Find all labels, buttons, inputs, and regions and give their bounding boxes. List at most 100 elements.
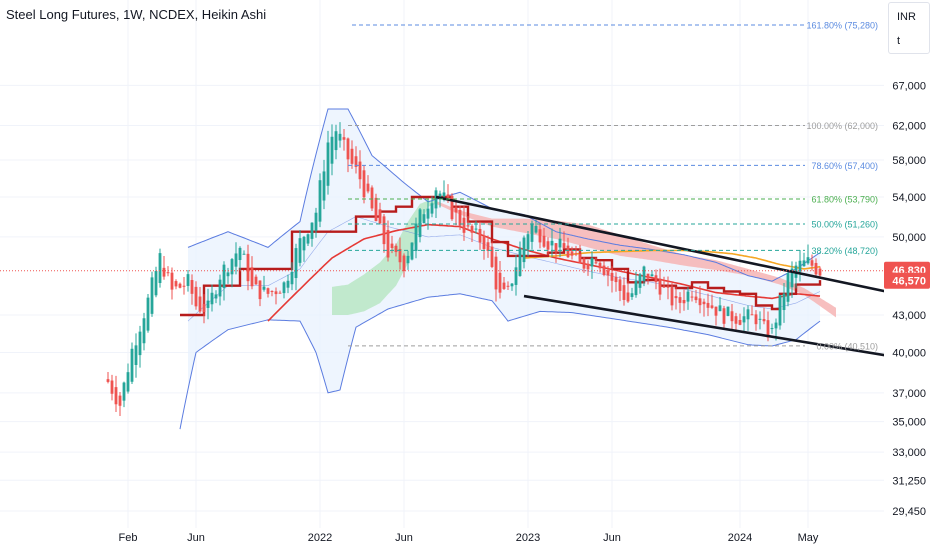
candle-body — [402, 255, 406, 272]
price-tick-2: 58,000 — [892, 155, 926, 167]
candle-body — [670, 286, 674, 306]
candle-body — [786, 273, 790, 302]
candle-body — [474, 228, 478, 230]
time-tick-2: 2022 — [308, 532, 332, 544]
ichimoku-cloud-green — [332, 200, 436, 315]
fib-label-6: 0.00% (40,510) — [816, 341, 878, 351]
price-tick-10: 31,250 — [892, 475, 926, 487]
candle-body — [650, 274, 654, 277]
candle-body — [494, 256, 498, 290]
candle-body — [314, 212, 318, 231]
fib-label-3: 61.80% (53,790) — [811, 195, 878, 205]
candle-body — [370, 187, 374, 209]
candle-body — [718, 305, 722, 312]
candle-body — [158, 253, 162, 284]
candle-body — [114, 387, 118, 405]
time-tick-0: Feb — [119, 532, 138, 544]
candle-body — [810, 260, 814, 266]
candle-body — [366, 183, 370, 192]
candle-body — [294, 248, 298, 279]
candle-body — [778, 295, 782, 326]
candle-body — [282, 282, 286, 294]
chart-title: Steel Long Futures, 1W, NCDEX, Heikin As… — [6, 7, 267, 22]
candle-body — [338, 133, 342, 141]
candle-body — [738, 319, 742, 325]
price-tick-1: 62,000 — [892, 120, 926, 132]
candle-body — [438, 193, 442, 200]
candle-body — [478, 228, 482, 243]
candle-body — [714, 306, 718, 316]
fib-label-0: 161.80% (75,280) — [806, 20, 878, 30]
candle-body — [746, 309, 750, 320]
price-tick-9: 33,000 — [892, 447, 926, 459]
candle-body — [450, 195, 454, 220]
candle-body — [642, 266, 646, 282]
candle-body — [146, 297, 150, 331]
candle-body — [374, 197, 378, 222]
candle-body — [554, 243, 558, 252]
candle-body — [726, 306, 730, 316]
candle-body — [322, 171, 326, 201]
candle-body — [582, 258, 586, 269]
candle-body — [598, 262, 602, 269]
candle-body — [654, 275, 658, 283]
candle-body — [506, 285, 510, 287]
candle-body — [486, 242, 490, 251]
fib-levels: 161.80% (75,280) 100.00% (62,000) 78.60% (… — [0, 20, 884, 351]
candle-body — [242, 253, 246, 255]
candle-body — [538, 229, 542, 243]
candle-body — [614, 276, 618, 283]
candle-body — [310, 222, 314, 239]
candle-body — [342, 137, 346, 140]
candle-body — [222, 264, 226, 288]
candle-body — [606, 270, 610, 276]
candle-body — [162, 267, 166, 277]
candle-body — [766, 320, 770, 338]
candle-body — [302, 236, 306, 251]
candle-body — [426, 208, 430, 219]
candle-body — [330, 136, 334, 164]
candle-body — [458, 209, 462, 226]
candle-body — [638, 274, 642, 288]
candle-body — [562, 243, 566, 249]
candle-body — [346, 138, 350, 160]
candle-body — [362, 170, 366, 198]
candle-body — [626, 292, 630, 302]
candle-body — [542, 235, 546, 247]
candle-body — [630, 293, 634, 297]
time-tick-3: Jun — [395, 532, 413, 544]
candle-body — [190, 280, 194, 294]
candle-body — [690, 296, 694, 298]
candle-body — [210, 292, 214, 305]
price-tick-6: 40,000 — [892, 347, 926, 359]
candle-body — [126, 372, 130, 392]
candle-body — [634, 280, 638, 296]
candle-body — [558, 238, 562, 248]
candle-body — [694, 296, 698, 301]
candle-body — [354, 156, 358, 167]
candle-body — [234, 253, 238, 267]
candle-body — [166, 272, 170, 274]
price-badge-1: 46,570 — [892, 276, 926, 288]
candle-body — [422, 214, 426, 224]
candle-body — [466, 225, 470, 227]
candle-body — [254, 276, 258, 285]
candle-body — [430, 203, 434, 214]
candle-body — [510, 283, 514, 287]
candle-body — [594, 262, 598, 264]
candle-body — [130, 348, 134, 382]
candle-body — [446, 194, 450, 198]
currency-unit-box[interactable]: INR t — [888, 2, 930, 54]
candle-body — [590, 257, 594, 267]
time-tick-5: Jun — [603, 532, 621, 544]
candle-body — [194, 286, 198, 307]
candle-body — [526, 234, 530, 250]
candle-body — [230, 259, 234, 275]
candle-body — [406, 255, 410, 264]
candle-body — [382, 216, 386, 245]
candle-body — [394, 245, 398, 253]
candle-body — [750, 314, 754, 316]
time-tick-7: May — [798, 532, 819, 544]
candle-body — [698, 298, 702, 306]
